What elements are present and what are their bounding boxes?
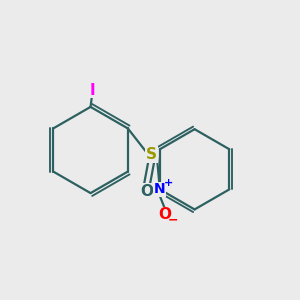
Text: S: S (146, 147, 157, 162)
Text: +: + (164, 178, 173, 188)
Text: O: O (140, 184, 154, 199)
Text: −: − (167, 214, 178, 226)
Text: N: N (154, 182, 166, 197)
Text: O: O (158, 207, 171, 222)
Text: I: I (89, 83, 95, 98)
